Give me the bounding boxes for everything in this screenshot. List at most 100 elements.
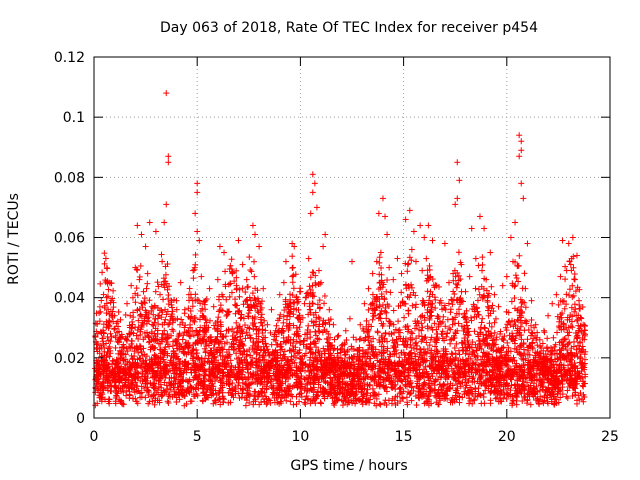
data-point [395,318,402,325]
data-point [421,234,428,241]
data-point [243,329,250,336]
data-point [446,279,453,286]
data-point [128,282,135,289]
data-point [151,401,158,408]
data-point [301,399,308,406]
data-point [455,277,462,284]
data-point [484,299,491,306]
data-point [190,275,197,282]
data-point [143,285,150,292]
data-point [290,401,297,408]
data-point [456,351,463,358]
data-point [409,330,416,337]
data-point [159,258,166,265]
data-point [408,246,415,253]
data-point [541,329,548,336]
data-point [138,231,145,238]
data-point [409,302,416,309]
data-point [376,254,383,261]
data-point [280,319,287,326]
data-point [160,296,167,303]
data-point [198,273,205,280]
data-point [165,153,172,160]
data-point [454,281,461,288]
data-point [418,327,425,334]
data-point [472,388,479,395]
data-point [307,210,314,217]
data-point [366,342,373,349]
data-point [196,316,203,323]
data-point [145,400,152,407]
data-point [405,307,412,314]
data-point [134,327,141,334]
data-point [423,339,430,346]
data-point [472,255,479,262]
data-point [476,291,483,298]
data-point [453,284,460,291]
data-point [468,317,475,324]
data-point [289,264,296,271]
data-point [166,321,173,328]
data-point [495,303,502,310]
data-point [124,300,131,307]
data-point [444,316,451,323]
data-point [215,296,222,303]
data-point [565,240,572,247]
data-point [106,353,113,360]
data-point [290,305,297,312]
data-point [479,254,486,261]
data-point [524,336,531,343]
data-point [342,327,349,334]
data-point [513,346,520,353]
data-point [169,304,176,311]
y-axis-label: ROTI / TECUs [6,193,22,285]
data-point [313,204,320,211]
data-point [276,291,283,298]
data-point [222,281,229,288]
data-point [136,273,143,280]
data-point [467,314,474,321]
data-point [227,262,234,269]
data-point [418,338,425,345]
data-point [246,325,253,332]
data-point [108,280,115,287]
data-point [481,225,488,232]
data-point [144,270,151,277]
data-point [453,340,460,347]
data-point [581,336,588,343]
data-point [346,315,353,322]
data-point [571,276,578,283]
data-point [122,311,129,318]
data-point [287,291,294,298]
data-point [268,306,275,313]
data-point [580,330,587,337]
data-point [365,285,372,292]
data-point [511,294,518,301]
data-point [456,177,463,184]
data-point [475,385,482,392]
data-point [186,285,193,292]
data-point [481,324,488,331]
data-point [341,352,348,359]
data-point [527,401,534,408]
data-point [305,322,312,329]
data-point [309,189,316,196]
data-point [98,297,105,304]
data-point [502,351,509,358]
data-point [569,282,576,289]
data-point [283,397,290,404]
data-points [92,90,589,409]
data-point [137,262,144,269]
data-point [478,283,485,290]
data-point [492,315,499,322]
data-point [233,267,240,274]
data-point [512,272,519,279]
data-point [287,398,294,405]
data-point [369,291,376,298]
data-point [390,276,397,283]
data-point [296,324,303,331]
data-point [197,307,204,314]
data-point [540,327,547,334]
data-point [101,344,108,351]
data-point [419,267,426,274]
